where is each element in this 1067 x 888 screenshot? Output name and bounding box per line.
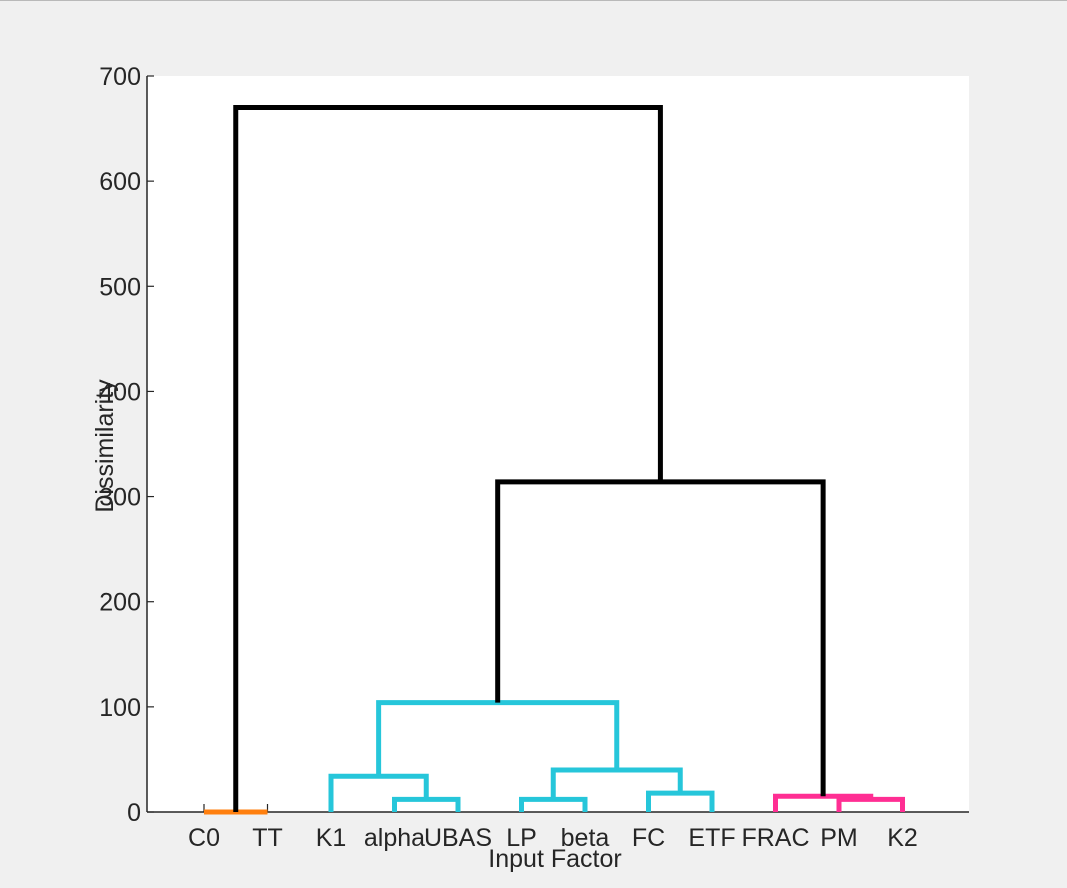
- x-axis-label: Input Factor: [488, 845, 621, 873]
- leaf-label: UBAS: [424, 824, 492, 852]
- y-tick-label: 100: [99, 694, 141, 722]
- y-tick-label: 600: [99, 168, 141, 196]
- leaf-label: FC: [632, 824, 665, 852]
- leaf-label: PM: [820, 824, 858, 852]
- leaf-label: K1: [316, 824, 347, 852]
- leaf-label: alpha: [364, 824, 425, 852]
- y-tick-label: 500: [99, 273, 141, 301]
- leaf-label: FRAC: [741, 824, 809, 852]
- y-tick-label: 700: [99, 63, 141, 91]
- y-tick-label: 0: [127, 799, 141, 827]
- leaf-label: C0: [188, 824, 220, 852]
- leaf-label: ETF: [688, 824, 735, 852]
- y-axis-label: Dissimilarity: [91, 379, 119, 513]
- leaf-label: TT: [252, 824, 283, 852]
- y-tick-label: 200: [99, 589, 141, 617]
- leaf-label: K2: [887, 824, 918, 852]
